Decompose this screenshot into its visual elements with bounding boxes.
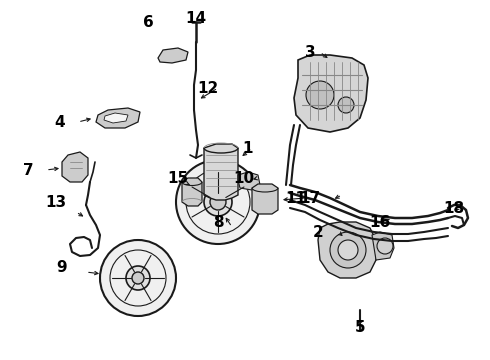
Circle shape — [132, 272, 144, 284]
Polygon shape — [158, 48, 188, 63]
Circle shape — [204, 188, 232, 216]
Polygon shape — [372, 232, 394, 260]
Polygon shape — [318, 222, 376, 278]
Text: 3: 3 — [305, 45, 315, 59]
Circle shape — [100, 240, 176, 316]
Text: 1: 1 — [243, 140, 253, 156]
Polygon shape — [104, 113, 128, 123]
Text: 18: 18 — [443, 201, 465, 216]
Circle shape — [126, 266, 150, 290]
Text: 9: 9 — [57, 261, 67, 275]
Text: 14: 14 — [185, 10, 207, 26]
Circle shape — [176, 160, 260, 244]
Text: 16: 16 — [369, 215, 391, 230]
Text: 13: 13 — [46, 194, 67, 210]
Circle shape — [338, 240, 358, 260]
Text: 5: 5 — [355, 320, 366, 336]
Text: 7: 7 — [23, 162, 33, 177]
Circle shape — [306, 81, 334, 109]
Text: 15: 15 — [168, 171, 189, 185]
Text: 17: 17 — [299, 190, 320, 206]
Text: 10: 10 — [233, 171, 255, 185]
Circle shape — [210, 194, 226, 210]
Polygon shape — [62, 152, 88, 182]
Text: 2: 2 — [313, 225, 323, 239]
Polygon shape — [238, 172, 260, 190]
Polygon shape — [204, 144, 238, 200]
Text: 11: 11 — [286, 190, 307, 206]
Text: 6: 6 — [143, 14, 153, 30]
Text: 12: 12 — [197, 81, 219, 95]
Polygon shape — [96, 108, 140, 128]
Circle shape — [330, 232, 366, 268]
Text: 4: 4 — [55, 114, 65, 130]
Polygon shape — [252, 184, 278, 214]
Polygon shape — [294, 55, 368, 132]
Polygon shape — [182, 178, 202, 206]
Circle shape — [377, 238, 393, 254]
Text: 8: 8 — [213, 215, 223, 230]
Circle shape — [338, 97, 354, 113]
